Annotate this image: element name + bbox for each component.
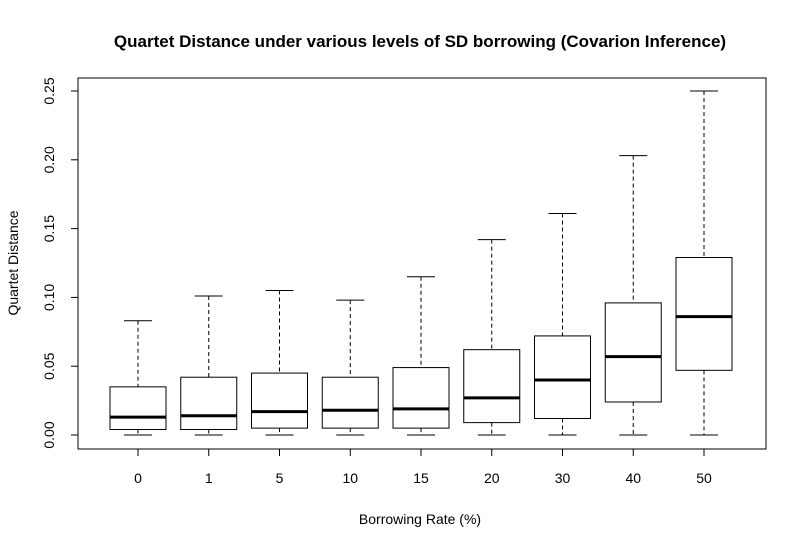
box-iqr: [463, 349, 521, 424]
y-axis: 0.00 0.05 0.10 0.15 0.20 0.25: [41, 77, 79, 449]
y-tick-label: 0.15: [41, 215, 57, 242]
box-40: [604, 155, 662, 436]
box-series: [109, 90, 733, 436]
box-1: [180, 295, 238, 436]
y-tick-label: 0.05: [41, 352, 57, 379]
x-tick-label: 1: [205, 470, 213, 486]
x-tick-label: 50: [696, 470, 712, 486]
y-tick-label: 0.20: [41, 146, 57, 173]
box-50: [675, 90, 733, 436]
box-iqr: [321, 376, 379, 429]
x-tick-label: 10: [342, 470, 358, 486]
x-tick-label: 15: [413, 470, 429, 486]
box-20: [463, 239, 521, 436]
x-tick-label: 0: [134, 470, 142, 486]
box-10: [321, 299, 379, 436]
x-axis: 0 1 5 10 15 20 30 40 50: [134, 448, 712, 486]
y-tick-label: 0.10: [41, 284, 57, 311]
x-tick-label: 40: [625, 470, 641, 486]
box-30: [534, 212, 591, 436]
y-tick-label: 0.25: [41, 77, 57, 104]
x-tick-label: 5: [276, 470, 284, 486]
x-tick-label: 30: [555, 470, 571, 486]
box-5: [251, 290, 308, 436]
box-iqr: [604, 302, 662, 403]
box-iqr: [392, 367, 450, 429]
x-axis-label: Borrowing Rate (%): [359, 511, 481, 527]
box-iqr: [109, 386, 167, 430]
y-tick-label: 0.00: [41, 421, 57, 448]
box-iqr: [180, 376, 238, 430]
box-iqr: [675, 256, 733, 371]
chart-title: Quartet Distance under various levels of…: [114, 32, 726, 51]
y-axis-label: Quartet Distance: [5, 210, 21, 315]
x-tick-label: 20: [484, 470, 500, 486]
box-iqr: [251, 372, 308, 429]
box-15: [392, 276, 450, 436]
box-0: [109, 320, 167, 436]
box-iqr: [534, 335, 591, 419]
